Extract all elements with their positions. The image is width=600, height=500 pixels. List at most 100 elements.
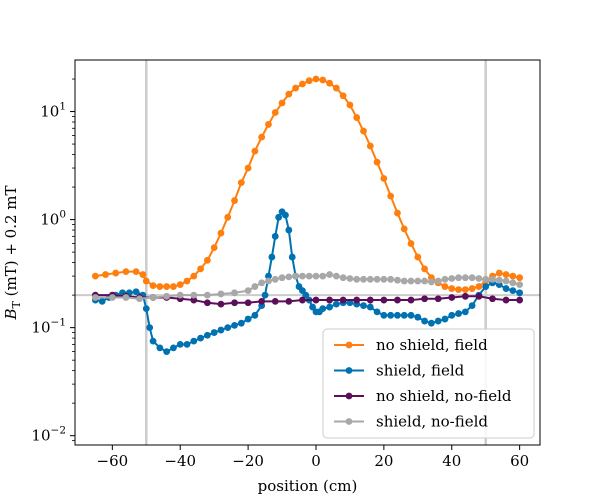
data-point: [319, 272, 327, 280]
data-point: [183, 340, 191, 348]
data-point: [353, 275, 361, 283]
data-point: [271, 275, 279, 283]
data-point: [455, 310, 462, 317]
data-point: [387, 275, 395, 283]
data-point: [448, 275, 456, 282]
data-point: [265, 121, 272, 128]
data-point: [271, 232, 279, 240]
data-point: [461, 286, 469, 293]
data-point: [366, 275, 374, 283]
data-point: [299, 80, 306, 88]
data-point: [394, 209, 401, 217]
data-point: [244, 287, 252, 295]
data-point: [421, 317, 428, 325]
x-tick-label: −40: [164, 452, 196, 470]
data-point: [98, 297, 106, 305]
y-axis-label-symbol: B: [2, 308, 20, 320]
data-point: [132, 288, 140, 296]
data-point: [132, 268, 140, 276]
data-point: [170, 283, 177, 290]
y-tick-label: 101: [40, 101, 66, 121]
data-point: [237, 319, 245, 327]
x-tick-label: −20: [232, 452, 264, 470]
data-point: [302, 291, 310, 299]
legend-marker: [345, 367, 353, 374]
data-point: [427, 319, 435, 327]
data-point: [244, 299, 252, 307]
data-point: [312, 272, 320, 280]
data-point: [326, 303, 333, 311]
data-point: [190, 296, 198, 304]
data-point: [366, 296, 374, 304]
data-point: [136, 295, 143, 303]
data-point: [285, 273, 293, 281]
data-point: [495, 276, 503, 284]
data-point: [441, 283, 449, 290]
data-point: [309, 303, 316, 311]
data-point: [489, 295, 496, 303]
data-point: [407, 296, 415, 304]
data-point: [149, 294, 157, 301]
y-tick-label-exponent: 1: [59, 101, 66, 113]
data-point: [380, 175, 388, 182]
data-point: [475, 292, 483, 300]
data-point: [441, 275, 449, 283]
data-point: [139, 271, 147, 278]
y-tick-label: 100: [40, 209, 66, 229]
data-point: [244, 164, 252, 172]
data-point: [163, 283, 171, 290]
x-tick-label: 40: [442, 452, 461, 470]
data-point: [319, 305, 327, 313]
x-tick-label: −60: [97, 452, 129, 470]
data-point: [339, 92, 347, 100]
data-point: [468, 285, 476, 292]
y-tick-label-exponent: 0: [59, 209, 66, 221]
data-point: [176, 281, 184, 289]
data-point: [190, 337, 198, 345]
x-tick-label: 20: [374, 452, 393, 470]
y-tick-label: 10−1: [31, 317, 66, 337]
data-point: [516, 274, 524, 282]
data-point: [142, 277, 150, 285]
data-point: [394, 276, 401, 284]
y-tick-label-exponent: −1: [51, 317, 66, 329]
data-point: [373, 158, 381, 166]
legend-label: no shield, field: [376, 336, 488, 354]
legend: no shield, field shield, field no shield, …: [322, 328, 535, 439]
data-point: [217, 326, 225, 334]
data-point: [502, 277, 510, 285]
data-point: [122, 294, 130, 301]
data-point: [217, 300, 225, 308]
legend-marker: [345, 392, 353, 400]
data-point: [394, 311, 401, 319]
data-point: [360, 127, 367, 135]
data-point: [146, 324, 154, 332]
data-point: [455, 286, 462, 293]
legend-entry: no shield, no-field: [334, 387, 512, 405]
data-point: [190, 291, 198, 299]
data-point: [217, 290, 225, 298]
data-point: [275, 213, 283, 221]
y-tick-label-base: 10: [31, 427, 50, 445]
data-point: [203, 291, 211, 299]
data-point: [461, 274, 469, 282]
data-point: [353, 114, 361, 121]
data-point: [339, 274, 347, 282]
data-point: [427, 278, 435, 286]
data-point: [380, 311, 388, 319]
data-point: [394, 296, 401, 304]
data-point: [102, 271, 109, 278]
data-point: [380, 296, 388, 304]
legend-label: no shield, no-field: [376, 387, 512, 405]
data-point: [278, 99, 286, 107]
data-point: [265, 277, 272, 285]
data-point: [366, 142, 374, 150]
data-point: [197, 265, 204, 273]
data-point: [288, 253, 296, 261]
data-point: [292, 272, 300, 280]
data-point: [509, 279, 517, 287]
data-point: [251, 283, 259, 290]
data-point: [217, 229, 225, 237]
data-point: [400, 277, 408, 285]
